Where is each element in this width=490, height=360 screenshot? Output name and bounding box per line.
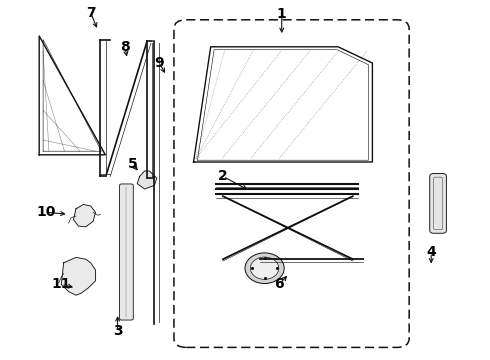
Text: 10: 10	[37, 206, 56, 219]
Text: 5: 5	[127, 157, 137, 171]
FancyBboxPatch shape	[430, 174, 446, 233]
Text: 9: 9	[154, 56, 164, 70]
Polygon shape	[137, 171, 157, 189]
Text: 3: 3	[113, 324, 122, 338]
Polygon shape	[61, 257, 96, 295]
FancyBboxPatch shape	[120, 184, 133, 320]
Text: 7: 7	[86, 6, 96, 19]
Ellipse shape	[245, 253, 284, 284]
Text: 11: 11	[51, 278, 71, 291]
Text: 8: 8	[120, 40, 130, 54]
Ellipse shape	[250, 257, 279, 279]
Text: 6: 6	[274, 278, 284, 291]
Polygon shape	[74, 204, 96, 227]
Text: 2: 2	[218, 170, 228, 183]
Text: 1: 1	[277, 8, 287, 21]
Text: 4: 4	[426, 245, 436, 259]
